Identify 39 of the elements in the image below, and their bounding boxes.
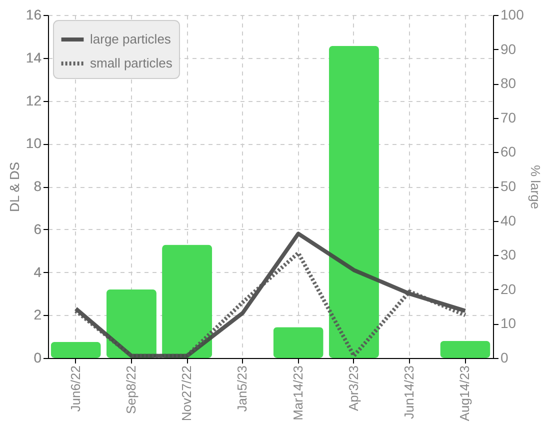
x-tick-label: Nov27/22 (179, 366, 194, 422)
x-tick-label: Mar14/23 (290, 366, 306, 420)
y2-tick-label: 70 (500, 109, 516, 126)
y-tick-label: 16 (26, 6, 42, 22)
y-axis-title: DL & DS (6, 162, 22, 212)
bar (328, 46, 379, 358)
y2-tick-label: 50 (500, 178, 516, 194)
x-tick-label: Apr3/23 (346, 366, 361, 412)
bar (50, 342, 101, 358)
y2-tick-label: 0 (500, 350, 508, 366)
y-tick-label: 4 (34, 264, 42, 280)
y-tick-label: 14 (26, 49, 42, 66)
x-tick-label: Jan5/23 (234, 366, 250, 412)
y-tick-label: 8 (34, 178, 42, 194)
y2-axis-title: % large (528, 164, 543, 210)
y-tick-label: 6 (34, 220, 42, 237)
y2-tick-label: 100 (500, 6, 524, 22)
line-series (74, 250, 468, 358)
y-tick-label: 2 (34, 306, 42, 323)
y-tick-label: 12 (26, 92, 42, 108)
y2-tick-label: 90 (500, 40, 516, 57)
y2-tick-label: 80 (500, 75, 516, 92)
x-tick-label: Sep8/22 (123, 366, 138, 414)
bar (440, 340, 490, 358)
legend-label: large particles (90, 32, 172, 46)
bar (273, 327, 324, 358)
y2-tick-label: 60 (500, 144, 516, 160)
bar (162, 244, 212, 358)
x-tick-label: Jun6/22 (68, 366, 83, 412)
x-tick-label: Aug14/23 (457, 366, 472, 422)
y2-tick-label: 20 (500, 280, 516, 297)
y2-tick-label: 40 (500, 212, 516, 228)
y-tick-label: 10 (26, 135, 42, 152)
y-tick-label: 0 (34, 350, 42, 366)
x-tick-label: Jun14/23 (402, 366, 417, 419)
y2-tick-label: 10 (500, 315, 516, 332)
y2-tick-label: 30 (500, 246, 516, 263)
bar (106, 289, 156, 358)
legend-label: small particles (90, 56, 173, 70)
